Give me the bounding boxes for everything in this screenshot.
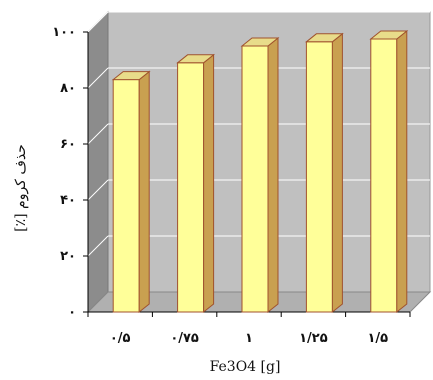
y-tick-label: ۸۰	[60, 81, 76, 96]
bar-top	[240, 37, 280, 47]
bar	[240, 36, 280, 314]
x-tick-label: ۰/۵	[110, 331, 131, 346]
bar-side	[203, 53, 215, 314]
bar	[304, 32, 344, 314]
x-tick-labels: ۰/۵ ۰/۷۵ ۱ ۱/۲۵ ۱/۵	[110, 331, 388, 346]
bar-front	[177, 62, 205, 313]
bar-top	[304, 33, 344, 43]
bars	[111, 29, 409, 314]
gridline-side	[87, 123, 109, 145]
gridline-side	[87, 67, 109, 89]
side-wall	[87, 10, 109, 314]
y-tick-label: ۰	[68, 305, 76, 320]
bar-top	[176, 54, 216, 64]
x-axis-title: Fe3O4 [g]	[210, 359, 281, 375]
gridline-side	[87, 235, 109, 257]
y-tick-labels: ۰ ۲۰ ۴۰ ۶۰ ۸۰ ۱۰۰	[52, 25, 76, 320]
x-tick-label: ۱	[245, 331, 253, 346]
bar-front	[370, 38, 398, 313]
bar-front	[241, 45, 269, 313]
bar	[176, 53, 216, 314]
x-tick-label: ۱/۲۵	[299, 331, 328, 346]
bar-side	[138, 70, 150, 314]
bar	[369, 29, 409, 314]
x-tick-label: ۱/۵	[367, 331, 388, 346]
bar-top	[111, 71, 151, 81]
gridline-side	[87, 11, 109, 33]
y-axis-title: حذف کروم [٪]	[13, 144, 29, 232]
y-tick-label: ۲۰	[60, 249, 76, 264]
gridline-side	[87, 179, 109, 201]
bar-side	[267, 36, 279, 314]
bar	[111, 70, 151, 314]
y-tick-label: ۱۰۰	[52, 25, 76, 40]
x-tick-label: ۰/۷۵	[170, 331, 199, 346]
bar-front	[112, 79, 140, 313]
y-tick-label: ۶۰	[60, 137, 76, 152]
bar-side	[396, 29, 408, 314]
bar-top	[369, 30, 409, 40]
y-tick-label: ۴۰	[60, 193, 76, 208]
bar-side	[331, 32, 343, 314]
bar-front	[305, 41, 333, 313]
